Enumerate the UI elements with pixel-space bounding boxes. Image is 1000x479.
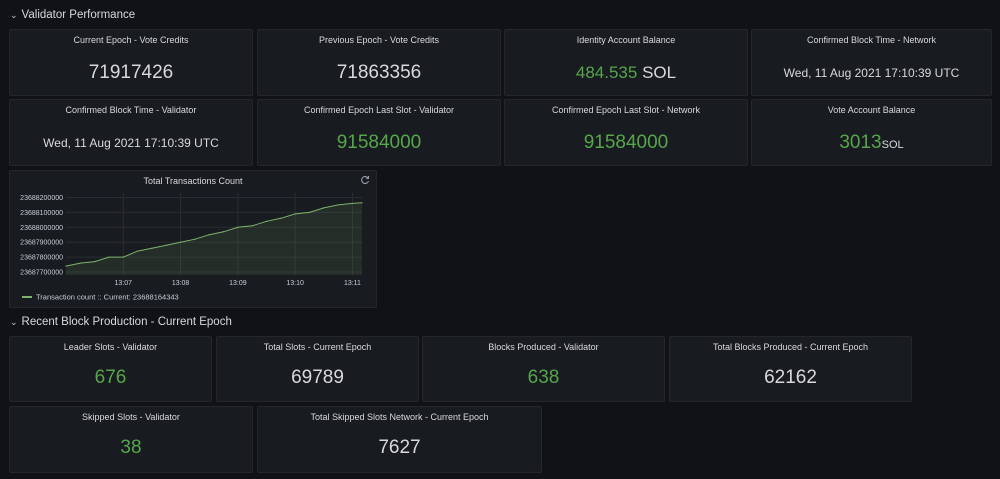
panel-vote-account-balance[interactable]: Vote Account Balance 3013SOL — [751, 99, 992, 166]
stat-unit: SOL — [881, 139, 904, 151]
panel-confirmed-block-time-network[interactable]: Confirmed Block Time - Network Wed, 11 A… — [751, 29, 992, 96]
panel-title: Leader Slots - Validator — [63, 342, 158, 352]
chevron-down-icon: ⌄ — [10, 9, 18, 20]
panel-title: Previous Epoch - Vote Credits — [318, 35, 440, 45]
chart-canvas: 23687700000 23687800000 23687900000 2368800… — [20, 193, 363, 302]
data-point — [151, 247, 153, 249]
chart-title: Total Transactions Count — [143, 176, 243, 186]
row-header-validator-performance[interactable]: ⌄ Validator Performance — [10, 9, 135, 21]
x-tick-label: 13:07 — [115, 280, 133, 287]
panel-confirmed-epoch-last-slot-network[interactable]: Confirmed Epoch Last Slot - Network 9158… — [504, 99, 748, 166]
stat-value: 484.535 — [575, 63, 638, 82]
panel-title: Confirmed Epoch Last Slot - Network — [551, 105, 701, 115]
data-point — [251, 225, 253, 227]
stat-value: 38 — [120, 437, 142, 458]
panel-title: Confirmed Block Time - Validator — [65, 105, 197, 115]
section-title: Validator Performance — [21, 9, 136, 21]
stat-value-group: 3013SOL — [752, 132, 991, 154]
x-tick-label: 13:10 — [286, 280, 304, 287]
refresh-icon[interactable] — [360, 175, 370, 185]
x-tick-label: 13:08 — [172, 280, 190, 287]
panel-title: Vote Account Balance — [827, 105, 916, 115]
panel-previous-epoch-vote-credits[interactable]: Previous Epoch - Vote Credits 71863356 — [257, 29, 501, 96]
y-tick-label: 23688200000 — [20, 195, 63, 202]
data-point — [351, 202, 354, 205]
stat-value: Wed, 11 Aug 2021 17:10:39 UTC — [783, 66, 960, 80]
stat-value: 91584000 — [336, 132, 422, 153]
stat-value-group: 484.535 SOL — [505, 63, 747, 83]
data-point — [265, 220, 268, 222]
data-point — [361, 202, 363, 204]
panel-total-skipped-slots-network[interactable]: Total Skipped Slots Network - Current Ep… — [257, 406, 542, 473]
panel-title: Identity Account Balance — [576, 35, 676, 45]
data-point — [179, 241, 182, 243]
data-point — [122, 256, 124, 258]
data-point — [337, 204, 339, 206]
data-point — [94, 260, 96, 263]
data-point — [65, 265, 67, 267]
x-tick-label: 13:09 — [229, 280, 247, 287]
panel-title: Skipped Slots - Validator — [82, 412, 180, 422]
stat-value: 3013 — [839, 132, 882, 153]
panel-title: Total Blocks Produced - Current Epoch — [712, 342, 869, 352]
series-line — [65, 202, 363, 267]
y-tick-label: 23688000000 — [20, 225, 63, 232]
panel-title: Blocks Produced - Validator — [488, 342, 599, 352]
stat-unit: SOL — [642, 63, 677, 82]
panel-blocks-produced-validator[interactable]: Blocks Produced - Validator 638 — [422, 336, 665, 402]
panel-confirmed-epoch-last-slot-validator[interactable]: Confirmed Epoch Last Slot - Validator 91… — [257, 99, 501, 166]
y-tick-label: 23687700000 — [20, 270, 63, 277]
panel-current-epoch-vote-credits[interactable]: Current Epoch - Vote Credits 71917426 — [9, 29, 253, 96]
panel-title: Total Skipped Slots Network - Current Ep… — [310, 412, 489, 422]
data-point — [137, 250, 139, 252]
panel-title: Total Slots - Current Epoch — [263, 342, 372, 352]
x-tick-label: 13:11 — [344, 280, 361, 287]
stat-value: 71917426 — [88, 62, 174, 83]
stat-value: 638 — [527, 367, 560, 388]
data-point — [323, 207, 325, 209]
y-tick-label: 23687800000 — [20, 255, 63, 262]
data-point — [294, 213, 296, 215]
panel-total-blocks-produced[interactable]: Total Blocks Produced - Current Epoch 62… — [669, 336, 912, 402]
panel-total-transactions-count[interactable]: Total Transactions Count 23687700000 2368… — [9, 170, 377, 308]
data-point — [222, 231, 225, 233]
panel-title: Confirmed Block Time - Network — [806, 35, 937, 45]
data-point — [308, 211, 311, 213]
stat-value: 676 — [94, 367, 127, 388]
stat-value: 91584000 — [583, 132, 669, 153]
data-point — [108, 256, 110, 258]
stat-value: 71863356 — [336, 62, 422, 83]
panel-confirmed-block-time-validator[interactable]: Confirmed Block Time - Validator Wed, 11… — [9, 99, 253, 166]
y-tick-label: 23687900000 — [20, 240, 63, 247]
panel-identity-account-balance[interactable]: Identity Account Balance 484.535 SOL — [504, 29, 748, 96]
data-point — [194, 238, 196, 240]
y-tick-label: 23688100000 — [20, 210, 63, 217]
panel-skipped-slots-validator[interactable]: Skipped Slots - Validator 38 — [9, 406, 253, 473]
row-header-recent-block-production[interactable]: ⌄ Recent Block Production - Current Epoc… — [10, 316, 232, 328]
stat-value: 69789 — [291, 367, 344, 388]
data-point — [237, 226, 239, 228]
stat-value: Wed, 11 Aug 2021 17:10:39 UTC — [43, 136, 219, 150]
panel-leader-slots-validator[interactable]: Leader Slots - Validator 676 — [9, 336, 212, 402]
chevron-down-icon: ⌄ — [10, 316, 18, 327]
stat-value: 7627 — [378, 437, 421, 458]
panel-title: Confirmed Epoch Last Slot - Validator — [304, 105, 454, 115]
data-point — [165, 244, 167, 246]
panel-total-slots-current-epoch[interactable]: Total Slots - Current Epoch 69789 — [216, 336, 419, 402]
stat-value: 62162 — [764, 367, 817, 388]
section-title: Recent Block Production - Current Epoch — [21, 316, 232, 328]
data-point — [280, 217, 282, 219]
legend-text: Transaction count :: Current: 2368816434… — [36, 293, 179, 302]
series-area — [66, 202, 362, 275]
panel-title: Current Epoch - Vote Credits — [73, 35, 189, 45]
data-point — [79, 262, 81, 264]
data-point — [208, 234, 210, 236]
